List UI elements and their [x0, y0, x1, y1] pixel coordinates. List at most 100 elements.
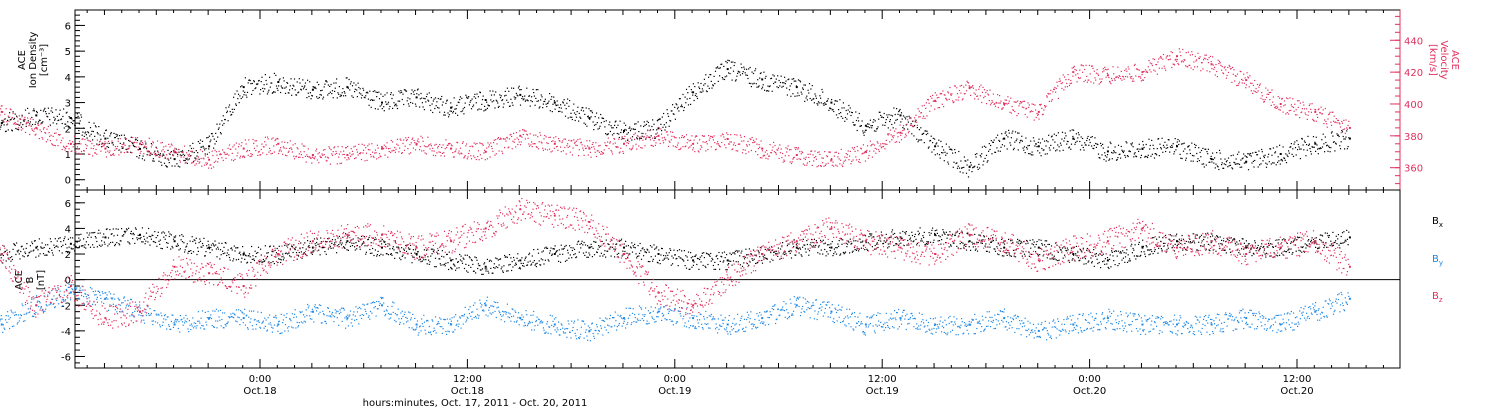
velocity-series-sample	[1214, 66, 1216, 68]
ion-density-series-sample	[682, 93, 684, 96]
ion-density-series-sample	[55, 109, 57, 111]
ion-density-series-sample	[1117, 157, 1119, 159]
bx-series-sample	[65, 250, 67, 253]
velocity-series-sample	[1083, 81, 1085, 83]
velocity-series-sample	[913, 125, 915, 127]
velocity-series-point	[864, 150, 867, 153]
velocity-series-sample	[404, 145, 406, 147]
ion-density-series-point	[726, 68, 729, 71]
ion-density-series-sample	[1135, 155, 1137, 157]
bx-series-sample	[29, 251, 31, 253]
velocity-series-sample	[1108, 76, 1110, 79]
velocity-series-sample	[949, 86, 951, 89]
ion-density-series-sample	[735, 79, 737, 81]
ion-density-series-sample	[394, 105, 396, 107]
velocity-series-sample	[1093, 82, 1095, 84]
velocity-series-sample	[760, 140, 762, 142]
ion-density-series-sample	[1288, 152, 1290, 154]
velocity-series-sample	[558, 138, 560, 140]
ion-density-series-sample	[1308, 144, 1310, 146]
ion-density-series-sample	[1057, 132, 1059, 134]
ion-density-series-sample	[21, 114, 23, 116]
ion-density-series-sample	[519, 89, 521, 91]
ion-density-series-sample	[300, 89, 302, 91]
ion-density-series-sample	[1039, 142, 1041, 144]
velocity-series-sample	[1240, 71, 1242, 73]
velocity-series-sample	[751, 136, 753, 139]
ion-density-series-sample	[324, 83, 326, 85]
ion-density-series-sample	[718, 67, 720, 69]
bx-series-sample	[35, 256, 37, 258]
ion-density-series-sample	[634, 123, 636, 125]
velocity-series-sample	[855, 156, 857, 158]
ion-density-series-sample	[1185, 157, 1187, 159]
velocity-series-sample	[380, 156, 382, 158]
velocity-series-sample	[728, 143, 730, 145]
ion-density-series-sample	[1290, 146, 1292, 148]
velocity-series-sample	[392, 149, 394, 151]
ion-density-series-sample	[24, 109, 27, 111]
velocity-series-sample	[473, 142, 475, 144]
velocity-series-sample	[278, 150, 280, 152]
ion-density-series-sample	[431, 103, 433, 105]
ion-density-series-sample	[879, 111, 881, 113]
velocity-series-sample	[899, 124, 901, 126]
velocity-series-sample	[1022, 100, 1024, 102]
velocity-series-sample	[55, 132, 57, 134]
bx-series-sample	[56, 240, 58, 242]
velocity-series-sample	[101, 145, 103, 147]
ion-density-series-sample	[399, 92, 401, 94]
velocity-series-sample	[1081, 64, 1083, 66]
ion-density-series-sample	[614, 124, 616, 126]
velocity-series-sample	[22, 128, 24, 130]
ion-density-series-sample	[780, 75, 782, 77]
ion-density-series-sample	[672, 113, 674, 115]
velocity-series-sample	[598, 151, 600, 153]
ion-density-series-sample	[1088, 144, 1090, 146]
ion-density-series-sample	[816, 103, 818, 105]
ion-density-series-sample	[138, 157, 140, 159]
velocity-series-sample	[1223, 67, 1225, 69]
velocity-series-sample	[141, 141, 143, 144]
velocity-series-sample	[822, 162, 824, 164]
ion-density-series-sample	[617, 124, 619, 126]
velocity-series-sample	[652, 145, 654, 147]
velocity-series-sample	[695, 135, 697, 137]
velocity-series-sample	[344, 157, 346, 159]
velocity-series-sample	[1172, 63, 1174, 65]
ion-density-series-sample	[602, 117, 604, 119]
velocity-series-sample	[138, 146, 140, 148]
velocity-series-sample	[169, 146, 171, 148]
velocity-series-sample	[1176, 59, 1178, 61]
velocity-series-sample	[237, 152, 239, 154]
ion-density-series-sample	[273, 91, 275, 93]
velocity-series-sample	[1233, 69, 1235, 71]
velocity-series-sample	[407, 148, 409, 150]
ion-density-series-sample	[649, 137, 651, 139]
ion-density-series-sample	[261, 76, 263, 78]
velocity-series-sample	[423, 150, 425, 152]
ion-density-series-sample	[969, 165, 971, 167]
velocity-series-sample	[1167, 55, 1169, 57]
velocity-series-sample	[640, 147, 642, 149]
velocity-series-sample	[1037, 113, 1039, 115]
velocity-series-sample	[940, 92, 942, 94]
velocity-series-sample	[901, 132, 903, 134]
velocity-series-sample	[759, 157, 761, 159]
velocity-series-sample	[1112, 66, 1114, 68]
ion-density-series-point	[173, 158, 176, 161]
ion-density-series-sample	[1272, 162, 1274, 164]
ion-density-series-point	[553, 101, 556, 104]
velocity-series-sample	[1254, 91, 1256, 93]
velocity-series-sample	[376, 158, 378, 160]
bx-series-sample	[101, 244, 103, 246]
velocity-series-sample	[401, 152, 403, 154]
ion-density-series-sample	[1008, 132, 1010, 134]
ion-density-series-sample	[115, 133, 117, 135]
velocity-series-sample	[487, 142, 489, 144]
ion-density-series-sample	[596, 112, 598, 114]
velocity-series-sample	[203, 158, 205, 160]
ion-density-series-sample	[186, 162, 188, 164]
ion-density-series-sample	[738, 71, 740, 73]
velocity-series-sample	[67, 151, 69, 153]
